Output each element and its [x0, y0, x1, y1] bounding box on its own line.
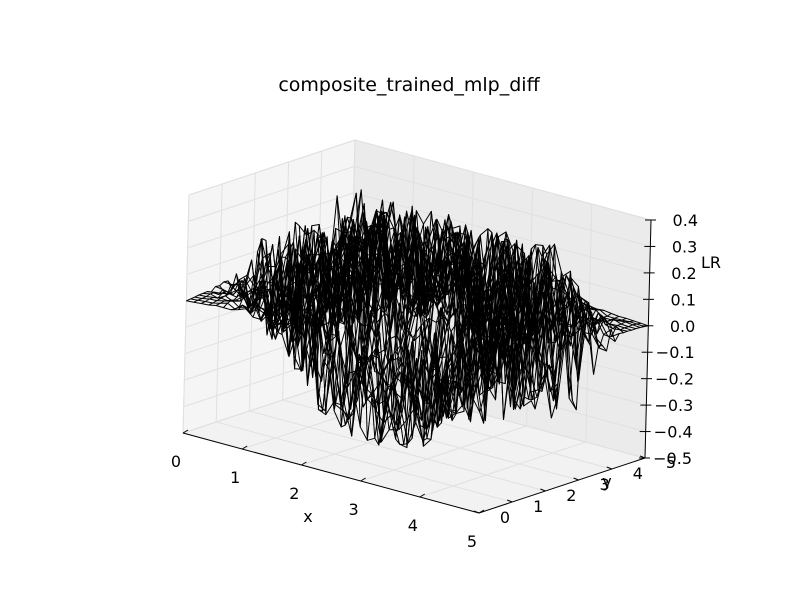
- x-tick: [360, 477, 366, 482]
- x-tick: [301, 461, 307, 466]
- z-tick-label: 0.3: [672, 237, 697, 256]
- z-tick-label: −0.5: [653, 449, 692, 468]
- x-tick: [478, 509, 485, 514]
- surface-line: [476, 305, 641, 410]
- y-axis-line: [478, 457, 646, 514]
- y-tick: [573, 477, 579, 481]
- x-axis-line: [182, 432, 480, 514]
- y-tick: [606, 466, 612, 470]
- surface-line: [347, 220, 516, 441]
- x-tick: [182, 429, 189, 434]
- z-tick-label: 0.1: [671, 290, 696, 309]
- y-axis-label: y: [602, 472, 611, 491]
- wireframe-surface: [186, 189, 649, 449]
- surface-line: [331, 214, 628, 347]
- z-tick-label: 0.2: [671, 264, 696, 283]
- z-axis-label: LR: [701, 253, 721, 272]
- chart-title: composite_trained_mlp_diff: [278, 74, 540, 96]
- surface-line: [351, 189, 649, 338]
- surface-line: [344, 199, 641, 349]
- y-tick: [507, 499, 513, 503]
- y-tick-label: 0: [500, 508, 510, 527]
- y-tick-label: 2: [566, 486, 576, 505]
- x-tick-label: 4: [408, 516, 418, 535]
- surface-line: [482, 306, 649, 422]
- surface-line: [277, 210, 573, 401]
- surface-line: [322, 209, 620, 338]
- z-tick-label: −0.4: [654, 423, 693, 442]
- y-tick-label: 5: [666, 453, 676, 472]
- axis-lines: [182, 219, 656, 514]
- z-tick-label: 0.0: [670, 317, 695, 336]
- z-axis-line: [644, 219, 652, 459]
- x-tick: [419, 493, 426, 498]
- y-tick: [540, 488, 546, 492]
- tick-labels: 012345012345−0.5−0.4−0.3−0.2−0.10.00.10.…: [171, 211, 698, 551]
- z-tick-label: −0.3: [654, 396, 693, 415]
- z-tick-label: −0.1: [656, 343, 695, 362]
- grid-line-z: [188, 165, 651, 247]
- x-tick-label: 3: [349, 500, 359, 519]
- y-tick: [473, 510, 480, 514]
- y-tick-label: 1: [533, 497, 543, 516]
- y-tick-label: 3: [600, 475, 610, 494]
- x-tick-label: 5: [467, 532, 477, 551]
- surface-line: [305, 211, 603, 347]
- surface-line: [460, 297, 627, 424]
- z-tick-label: 0.4: [673, 211, 698, 230]
- y-tick-label: 4: [633, 464, 643, 483]
- x-axis-label: x: [303, 507, 312, 526]
- surface-line: [339, 192, 637, 334]
- z-tick-label: −0.2: [655, 370, 694, 389]
- x-tick-label: 1: [230, 468, 240, 487]
- x-tick: [241, 445, 248, 450]
- grid-line-z: [187, 192, 650, 274]
- x-tick-label: 2: [289, 484, 299, 503]
- grid-line-z: [188, 139, 652, 221]
- x-tick-label: 0: [171, 452, 181, 471]
